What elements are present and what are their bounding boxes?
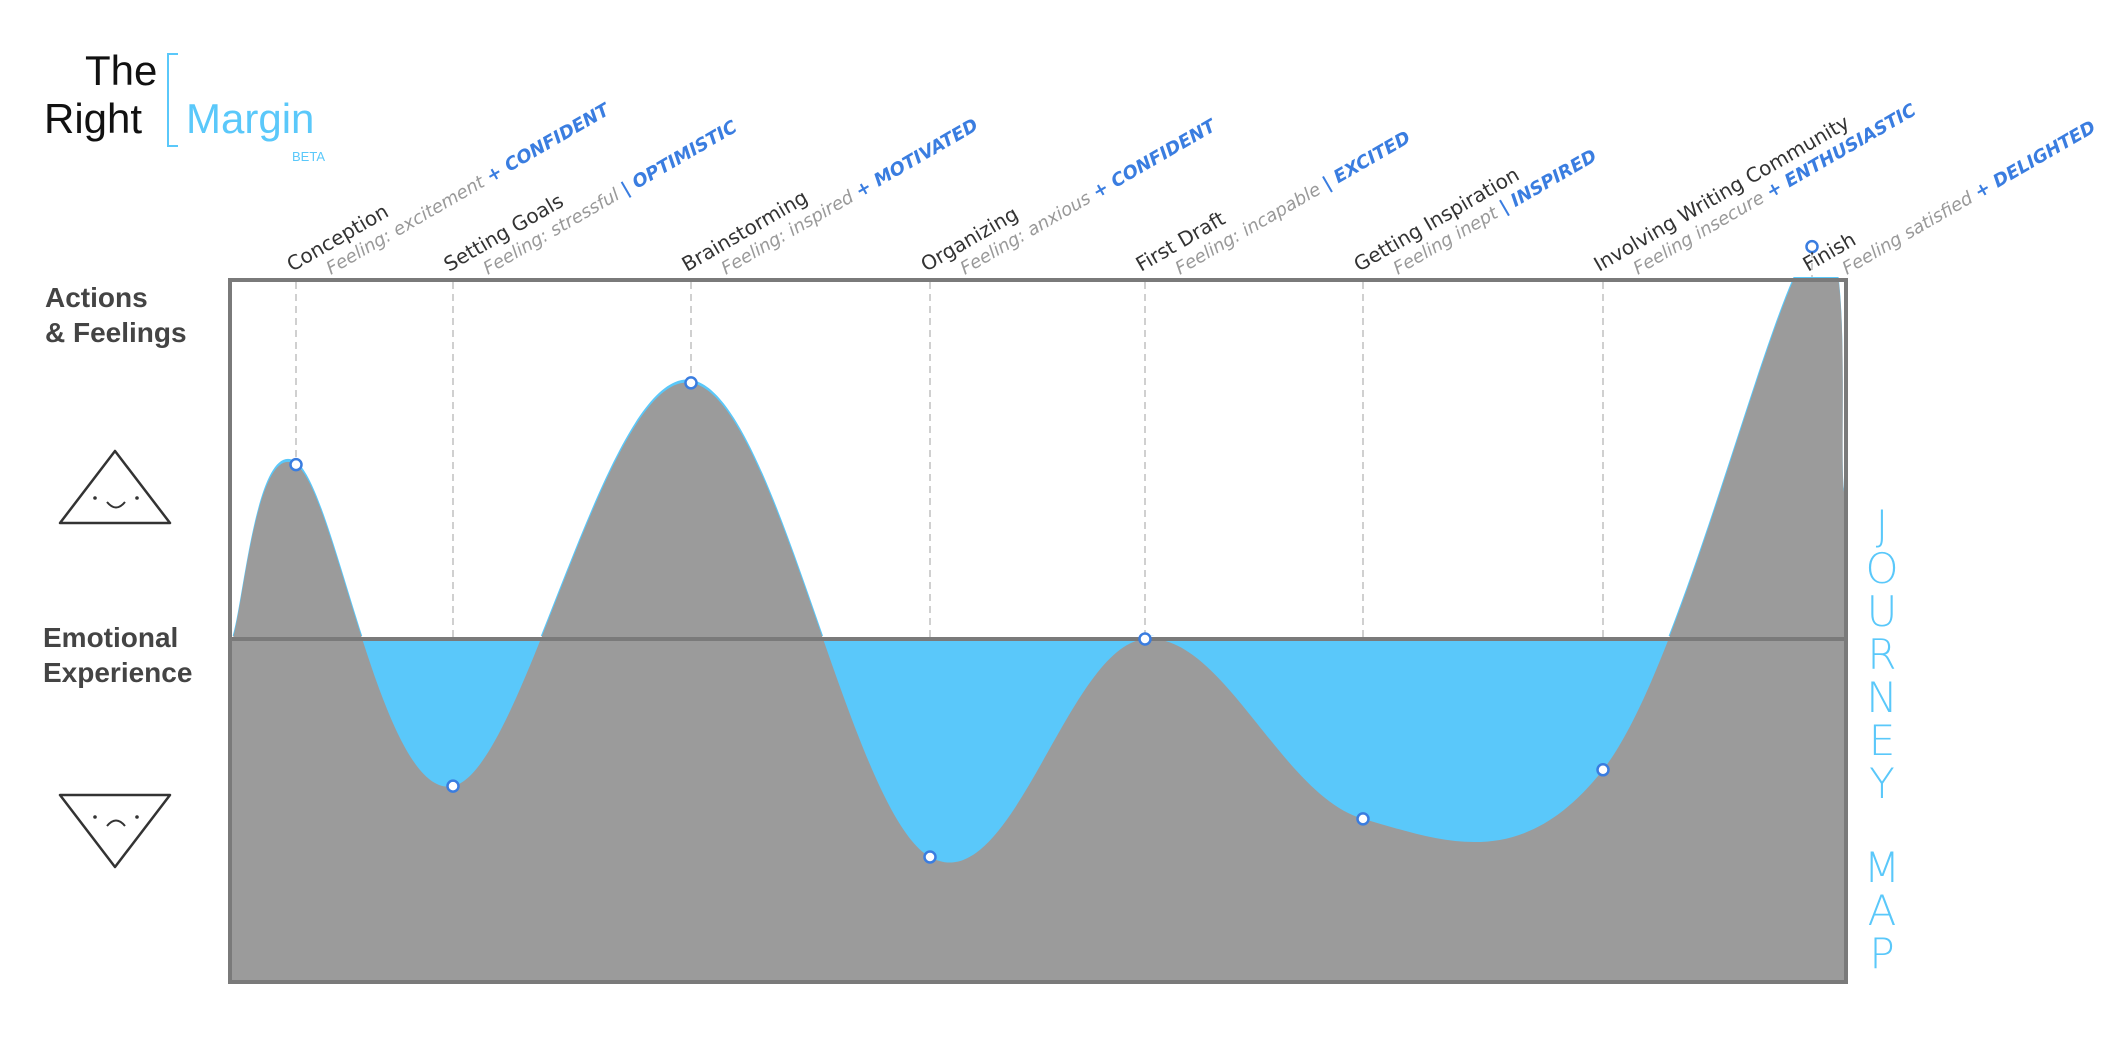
emotional-label-line2: Experience (43, 657, 192, 688)
step-feeling-accent: | OPTIMISTIC (618, 116, 742, 200)
logo-bracket-icon (167, 53, 178, 147)
actions-label-line1: Actions (45, 282, 148, 313)
step-feeling-accent: + MOTIVATED (852, 115, 982, 202)
area-fill-above (232, 280, 1844, 639)
step-point[interactable] (289, 457, 303, 472)
journey-letter: R (1867, 630, 1896, 679)
journey-letter: J (1876, 501, 1888, 550)
step-feeling-accent: | EXCITED (1319, 127, 1414, 194)
step-point[interactable] (684, 376, 698, 390)
step-point[interactable] (1138, 632, 1152, 646)
emotional-label-line1: Emotional (43, 622, 178, 653)
happy-triangle-icon (58, 449, 172, 525)
journey-letter: N (1866, 673, 1897, 722)
step-points (289, 239, 1819, 864)
journey-letter: O (1865, 544, 1898, 593)
frame (228, 278, 1848, 984)
step-point[interactable] (1805, 239, 1819, 254)
logo-margin: Margin (186, 95, 314, 142)
step-point[interactable] (1356, 812, 1370, 826)
area-fill-below (232, 639, 1844, 982)
journey-letter: E (1869, 716, 1896, 765)
sad-triangle-icon (58, 793, 172, 869)
map-letter: A (1868, 886, 1897, 935)
step-point[interactable] (923, 850, 937, 864)
logo-the: The (85, 47, 157, 94)
step-point[interactable] (1596, 763, 1610, 777)
journey-letter: U (1867, 587, 1898, 636)
map-letter: P (1869, 929, 1894, 978)
step-feeling-accent: + CONFIDENT (1089, 115, 1221, 203)
step-feeling-prefix: Feeling satisfied (1839, 185, 1982, 280)
logo-beta: BETA (292, 149, 325, 164)
step-feeling: Feeling inept | INSPIRED (1390, 146, 1601, 280)
journey-letter: Y (1869, 759, 1895, 808)
step-feeling-accent: + CONFIDENT (483, 99, 615, 187)
logo-right: Right (44, 95, 142, 142)
step-feeling-accent: + DELIGHTED (1971, 117, 2099, 203)
step-point[interactable] (446, 779, 460, 793)
map-letter: M (1864, 843, 1900, 892)
logo: The Right Margin BETA (44, 47, 325, 164)
actions-label-line2: & Feelings (45, 317, 187, 348)
emotion-curve-area (230, 277, 1846, 982)
